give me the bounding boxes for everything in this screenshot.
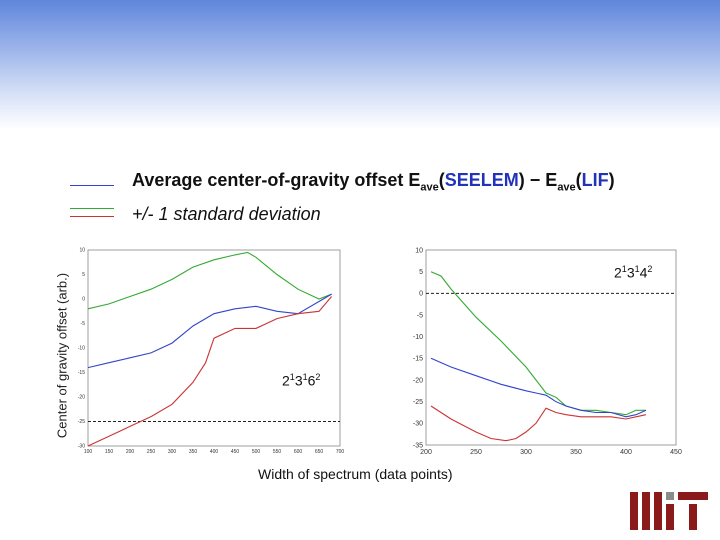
- x-tick-label: 250: [470, 449, 482, 456]
- y-tick-label: -5: [81, 321, 86, 327]
- y-tick-label: 0: [82, 297, 85, 303]
- y-tick-label: 10: [79, 248, 85, 254]
- y-tick-label: 10: [415, 247, 423, 254]
- x-tick-label: 300: [168, 449, 177, 455]
- left-chart-annotation: 213162: [282, 372, 320, 389]
- y-tick-label: -20: [413, 377, 423, 384]
- x-tick-label: 100: [84, 449, 93, 455]
- logo-bar-3: [654, 492, 662, 530]
- annotation-base: 4: [639, 264, 648, 281]
- y-tick-label: -15: [78, 370, 85, 376]
- series-lower-line: [87, 296, 333, 447]
- y-tick-label: -35: [413, 442, 423, 449]
- x-tick-label: 550: [273, 449, 282, 455]
- mit-logo: [630, 492, 708, 530]
- x-tick-label: 200: [420, 449, 432, 456]
- x-tick-label: 250: [147, 449, 156, 455]
- x-tick-label: 400: [210, 449, 219, 455]
- right-chart-annotation: 213142: [614, 264, 652, 281]
- y-tick-label: -25: [78, 419, 85, 425]
- plot-frame: [87, 249, 341, 447]
- legend-lower-swatch: [70, 216, 114, 217]
- legend-mid: ) − E: [518, 170, 558, 190]
- annotation-exp: 1: [621, 264, 627, 274]
- legend-tag-seelem: SEELEM: [444, 170, 519, 190]
- x-tick-label: 200: [126, 449, 135, 455]
- annotation-base: 2: [614, 264, 622, 281]
- logo-bar-4: [666, 492, 674, 500]
- x-tick-label: 600: [294, 449, 303, 455]
- x-axis-label: Width of spectrum (data points): [258, 466, 453, 482]
- legend: Average center-of-gravity offset Eave(SE…: [66, 168, 706, 238]
- legend-tag-lif: LIF: [581, 170, 609, 190]
- legend-upper-swatch: [70, 208, 114, 209]
- logo-bar-1: [630, 492, 638, 530]
- logo-bar-5: [666, 504, 674, 530]
- header-banner: [0, 0, 720, 130]
- legend-sub-2: ave: [557, 181, 576, 194]
- annotation-exp: 1: [289, 372, 295, 382]
- x-tick-label: 150: [105, 449, 114, 455]
- legend-paren-2: (: [575, 170, 582, 190]
- legend-mean-label: Average center-of-gravity offset Eave(SE…: [132, 170, 615, 194]
- logo-bar-2: [642, 492, 650, 530]
- left-chart: 100 150 200 250 300 350 400 450 500 550 600 650 7001…: [78, 248, 345, 455]
- legend-paren-1: (: [438, 170, 445, 190]
- y-tick-label: 5: [419, 269, 423, 276]
- annotation-base: 3: [626, 264, 635, 281]
- logo-bar-6: [678, 492, 708, 500]
- y-tick-label: -10: [413, 334, 423, 341]
- x-tick-label: 450: [670, 449, 682, 456]
- x-tick-label: 450: [231, 449, 240, 455]
- y-tick-label: -15: [413, 356, 423, 363]
- y-tick-label: -10: [78, 346, 85, 352]
- y-tick-label: -5: [417, 312, 423, 319]
- x-tick-label: 700: [336, 449, 345, 455]
- y-tick-label: -30: [413, 421, 423, 428]
- x-tick-label: 350: [570, 449, 582, 456]
- annotation-exp: 1: [302, 372, 308, 382]
- series-upper-line: [430, 271, 646, 416]
- y-tick-label: -30: [78, 444, 85, 450]
- right-chart: 200 250 300 350 400 450 10 5 0 -5 -10 -15 -20 -25 -30 -…: [413, 247, 682, 456]
- x-tick-label: 400: [620, 449, 632, 456]
- x-tick-label: 650: [315, 449, 324, 455]
- annotation-exp: 2: [315, 372, 321, 382]
- series-upper-line: [87, 251, 332, 310]
- legend-mean-swatch: [70, 185, 114, 186]
- annotation-exp: 1: [634, 264, 640, 274]
- y-axis-label: Center of gravity offset (arb.): [54, 272, 70, 439]
- y-tick-label: -20: [78, 395, 85, 401]
- annotation-base: 2: [282, 372, 290, 389]
- legend-sd-label: +/- 1 standard deviation: [132, 204, 321, 224]
- annotation-base: 6: [307, 372, 316, 389]
- series-mean-line: [430, 357, 647, 418]
- annotation-base: 3: [294, 372, 303, 389]
- plot-frame: [425, 249, 677, 446]
- legend-title-prefix: Average center-of-gravity offset E: [132, 170, 421, 190]
- legend-paren-close: ): [608, 170, 615, 190]
- x-tick-label: 350: [189, 449, 198, 455]
- series-lower-line: [430, 405, 647, 442]
- x-tick-label: 300: [520, 449, 532, 456]
- legend-sub-1: ave: [420, 181, 439, 194]
- logo-bar-7: [689, 504, 697, 530]
- y-tick-label: 5: [82, 272, 85, 278]
- annotation-exp: 2: [647, 264, 653, 274]
- y-tick-label: 0: [419, 291, 423, 298]
- y-tick-label: -25: [413, 399, 423, 406]
- x-tick-label: 500: [252, 449, 261, 455]
